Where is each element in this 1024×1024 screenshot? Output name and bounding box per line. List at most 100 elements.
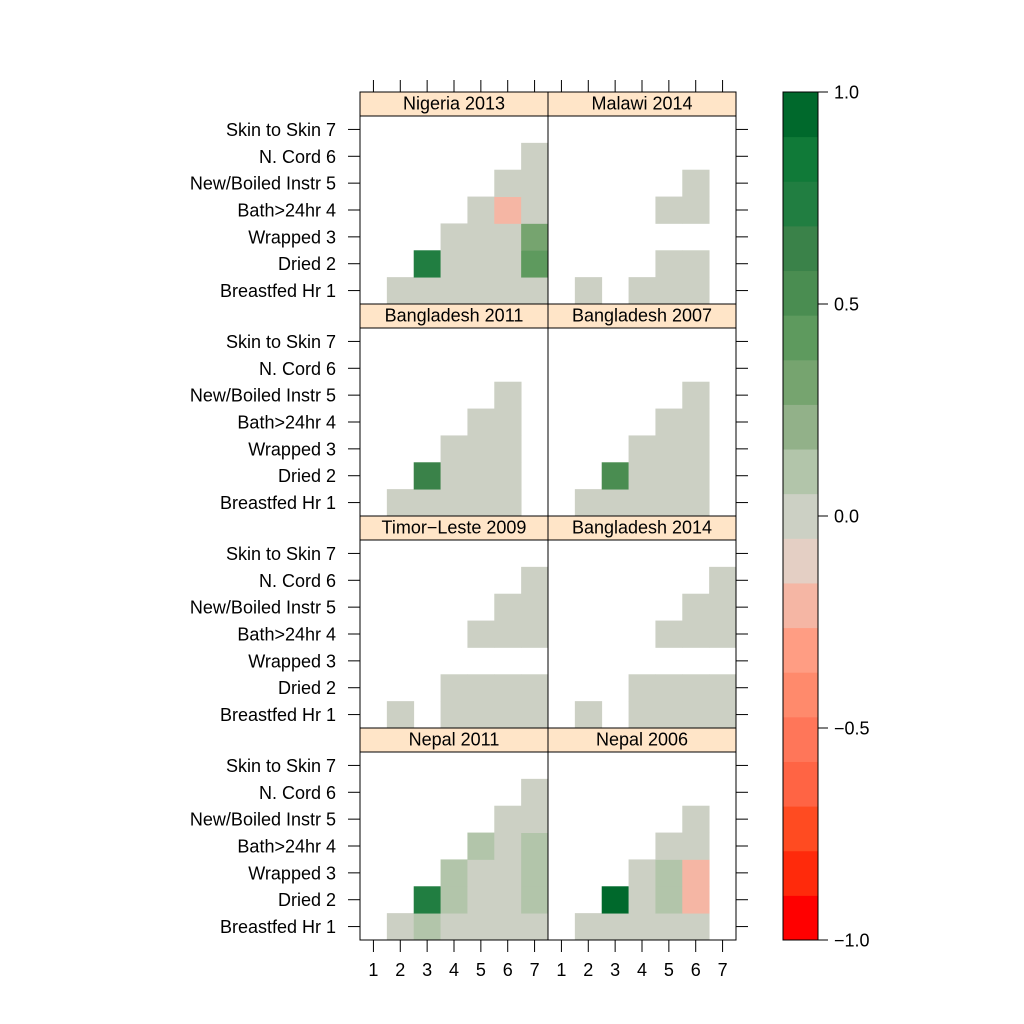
y-tick-label: Breastfed Hr 1	[220, 705, 336, 725]
heatmap-cell	[467, 435, 495, 463]
heatmap-cell	[655, 408, 683, 436]
colorbar-layer: 1.0 0.5 0.0 −0.5 −1.0	[782, 83, 870, 951]
x-tick-label: 6	[691, 960, 701, 980]
heatmap-cell	[467, 277, 495, 305]
x-tick-label: 5	[664, 960, 674, 980]
heatmap-cell	[494, 223, 522, 251]
heatmap-cell	[521, 805, 549, 833]
y-tick-label: Skin to Skin 7	[226, 332, 336, 352]
heatmap-cell	[682, 489, 710, 517]
y-tick-label: Bath>24hr 4	[237, 201, 336, 221]
heatmap-cell	[521, 620, 549, 648]
heatmap-cell	[574, 489, 603, 517]
heatmap-cell	[494, 886, 522, 914]
heatmap-cell	[413, 462, 441, 490]
heatmap-cell	[709, 674, 737, 702]
heatmap-cell	[628, 913, 656, 941]
y-tick-label: Wrapped 3	[248, 863, 336, 883]
colorbar-bin	[783, 538, 818, 584]
heatmap-cell	[682, 913, 710, 941]
panel-bangladesh-2007: Bangladesh 2007	[547, 303, 737, 517]
heatmap-cell	[440, 859, 468, 887]
colorbar-bin	[783, 315, 818, 361]
x-tick-label: 3	[422, 960, 432, 980]
colorbar-bin	[783, 449, 818, 495]
heatmap-cell	[521, 142, 549, 171]
heatmap-cell	[440, 462, 468, 490]
heatmap-cell	[467, 674, 495, 702]
heatmap-cell	[655, 701, 683, 729]
heatmap-cell	[521, 886, 549, 914]
y-tick-label: Wrapped 3	[248, 651, 336, 671]
heatmap-cell	[521, 566, 549, 595]
x-tick-label: 4	[449, 960, 459, 980]
heatmap-cell	[574, 913, 603, 941]
heatmap-cell	[413, 489, 441, 517]
panel-strip-label: Nigeria 2013	[403, 94, 505, 114]
heatmap-cell	[521, 169, 549, 197]
heatmap-cell	[494, 250, 522, 278]
heatmap-cell	[655, 250, 683, 278]
heatmap-cell	[601, 913, 629, 941]
heatmap-cell	[655, 435, 683, 463]
y-tick-label: Skin to Skin 7	[226, 544, 336, 564]
y-tick-label: Dried 2	[278, 678, 336, 698]
heatmap-cell	[682, 408, 710, 436]
heatmap-cell	[655, 886, 683, 914]
colorbar-tick-label: −1.0	[834, 931, 870, 951]
heatmap-cell	[628, 277, 656, 305]
y-tick-label: Wrapped 3	[248, 227, 336, 247]
x-tick-label: 1	[556, 960, 566, 980]
heatmap-cell	[628, 701, 656, 729]
heatmap-cell	[521, 277, 549, 305]
heatmap-cell	[601, 886, 629, 914]
heatmap-cell	[521, 832, 549, 860]
heatmap-cell	[440, 674, 468, 702]
heatmap-cell	[440, 277, 468, 305]
heatmap-cell	[467, 886, 495, 914]
heatmap-cell	[494, 913, 522, 941]
heatmap-cell	[467, 250, 495, 278]
colorbar-tick-label: −0.5	[834, 719, 870, 739]
panel-strip-label: Bangladesh 2011	[385, 306, 524, 326]
heatmap-cell	[494, 489, 522, 517]
x-tick-label: 3	[610, 960, 620, 980]
heatmap-cell	[655, 913, 683, 941]
y-tick-label: Breastfed Hr 1	[220, 917, 336, 937]
y-tick-label: New/Boiled Instr 5	[190, 386, 336, 406]
colorbar-bin	[783, 359, 818, 405]
heatmap-cell	[440, 223, 468, 251]
heatmap-cell	[521, 778, 549, 807]
panel-strip-label: Nepal 2011	[409, 730, 500, 750]
heatmap-cell	[494, 859, 522, 887]
panels-layer: Nigeria 2013 Malawi 2014 Bangladesh 2011 Ba…	[359, 91, 737, 941]
panel-bangladesh-2014: Bangladesh 2014	[547, 515, 737, 729]
heatmap-cell	[467, 489, 495, 517]
heatmap-cell	[494, 593, 522, 621]
heatmap-cell	[467, 913, 495, 941]
heatmap-cell	[494, 435, 522, 463]
y-tick-label: Dried 2	[278, 254, 336, 274]
heatmap-cell	[467, 701, 495, 729]
heatmap-cell	[655, 859, 683, 887]
heatmap-cell	[494, 620, 522, 648]
heatmap-cell	[655, 277, 683, 305]
heatmap-cell	[709, 593, 737, 621]
panel-strip-label: Nepal 2006	[596, 730, 688, 750]
axes-layer: Breastfed Hr 1 Dried 2 Wrapped 3 Bath>24hr …	[190, 80, 748, 980]
heatmap-cell	[682, 886, 710, 914]
y-tick-label: Breastfed Hr 1	[220, 493, 336, 513]
colorbar-bin	[783, 225, 818, 272]
heatmap-cell	[521, 913, 549, 941]
heatmap-cell	[494, 832, 522, 860]
panel-bangladesh-2011: Bangladesh 2011	[359, 303, 549, 517]
panel-strip	[547, 91, 737, 117]
panel-strip	[359, 515, 549, 541]
heatmap-cell	[682, 169, 710, 197]
y-tick-label: New/Boiled Instr 5	[190, 598, 336, 618]
heatmap-cell	[709, 566, 737, 595]
heatmap-cell	[494, 701, 522, 729]
colorbar-bin	[783, 270, 818, 316]
heatmap-cell	[521, 859, 549, 887]
